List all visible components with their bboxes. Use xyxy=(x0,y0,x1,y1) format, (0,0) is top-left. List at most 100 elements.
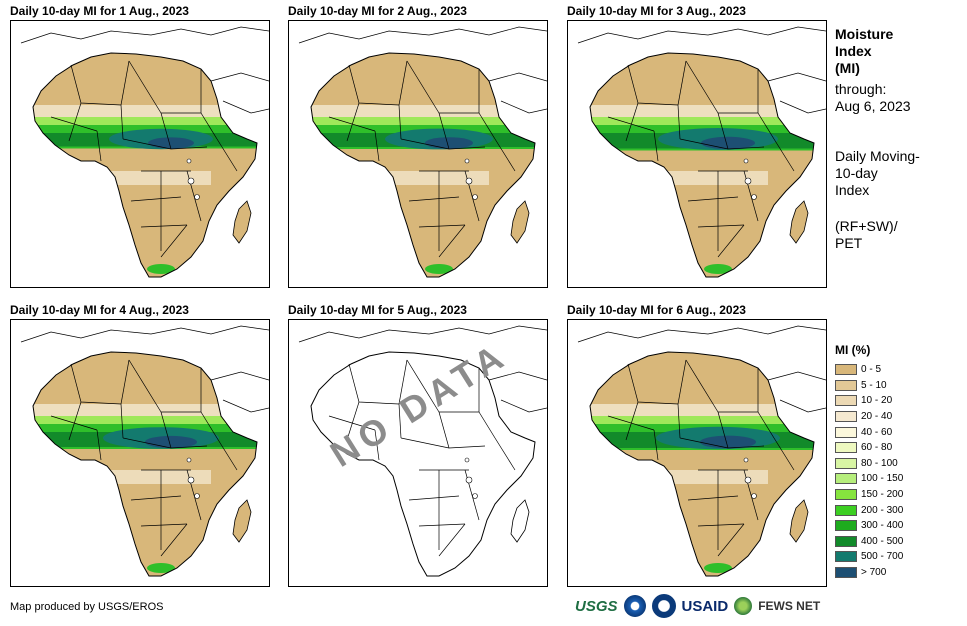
country-border xyxy=(398,403,402,439)
country-border xyxy=(697,523,745,527)
legend-swatch xyxy=(835,489,857,501)
legend-swatch xyxy=(835,567,857,579)
madagascar-island xyxy=(232,200,252,244)
country-border xyxy=(679,138,729,150)
light-green-band xyxy=(590,416,814,426)
country-border xyxy=(128,60,162,114)
country-border xyxy=(374,429,380,461)
light-moisture-band xyxy=(33,404,257,416)
country-border xyxy=(677,403,681,439)
map-panel-aug-2: Daily 10-day MI for 2 Aug., 2023 xyxy=(288,4,548,300)
africa-map xyxy=(567,20,827,288)
legend-item: 20 - 40 xyxy=(835,409,903,425)
legend-swatch xyxy=(835,411,857,423)
country-border xyxy=(160,523,188,557)
south-cape-green xyxy=(147,264,175,274)
country-border xyxy=(653,130,659,162)
middle-east-border xyxy=(767,371,826,413)
africa-map xyxy=(10,20,270,288)
country-border xyxy=(607,116,655,132)
country-border xyxy=(438,224,466,258)
country-border xyxy=(170,146,208,150)
middle-east-border xyxy=(488,72,547,114)
africa-map-svg xyxy=(298,325,547,577)
south-cape-green xyxy=(425,264,453,274)
country-border xyxy=(216,437,238,471)
country-border xyxy=(120,104,124,140)
credit-text: Map produced by USGS/EROS xyxy=(10,601,164,613)
legend-label: 60 - 80 xyxy=(861,442,893,454)
legend-item: 300 - 400 xyxy=(835,518,903,534)
navy-core xyxy=(145,435,197,449)
country-border xyxy=(685,359,719,413)
madagascar-island xyxy=(789,200,809,244)
country-border xyxy=(677,104,681,140)
africa-coastline xyxy=(32,351,258,577)
legend-label: 20 - 40 xyxy=(861,411,893,423)
lake xyxy=(194,493,200,499)
usaid-logo: USAID xyxy=(681,597,729,615)
country-border xyxy=(140,224,188,228)
europe-coastline xyxy=(20,26,269,44)
legend-swatch xyxy=(835,395,857,407)
country-border xyxy=(438,411,450,449)
legend-title: MI (%) xyxy=(835,343,871,357)
map-panel-aug-5: Daily 10-day MI for 5 Aug., 2023 NO DATA xyxy=(288,303,548,599)
africa-map-svg xyxy=(577,26,826,278)
light-moisture-band xyxy=(311,105,535,117)
africa-map-svg xyxy=(298,26,547,278)
legend-item: > 700 xyxy=(835,565,903,581)
index-title-line: (MI) xyxy=(835,60,860,76)
africa-map-svg xyxy=(20,26,269,278)
legend-item: 400 - 500 xyxy=(835,534,903,550)
lake xyxy=(464,457,470,463)
lake xyxy=(465,177,473,185)
middle-east-border xyxy=(210,72,269,114)
formula-line: (RF+SW)/ xyxy=(835,218,898,234)
panel-title: Daily 10-day MI for 1 Aug., 2023 xyxy=(10,4,189,18)
legend-item: 40 - 60 xyxy=(835,424,903,440)
legend-label: > 700 xyxy=(861,567,887,579)
lake xyxy=(743,158,749,164)
legend-item: 200 - 300 xyxy=(835,502,903,518)
lake xyxy=(186,457,192,463)
country-border xyxy=(374,130,380,162)
country-border xyxy=(697,224,745,228)
navy-core xyxy=(700,435,756,449)
legend-item: 500 - 700 xyxy=(835,549,903,565)
country-border xyxy=(438,523,466,557)
country-border xyxy=(687,196,739,202)
middle-east-border xyxy=(210,371,269,413)
country-border xyxy=(398,104,402,140)
country-border xyxy=(128,359,162,413)
middle-east-border xyxy=(488,371,547,413)
legend-item: 60 - 80 xyxy=(835,440,903,456)
country-border xyxy=(717,411,729,449)
legend-label: 10 - 20 xyxy=(861,395,893,407)
country-border xyxy=(400,437,450,449)
usgs-logo: USGS xyxy=(575,597,618,615)
country-border xyxy=(717,112,729,150)
africa-coastline xyxy=(32,52,258,278)
south-cape-green xyxy=(704,264,732,274)
country-border xyxy=(478,112,496,140)
country-border xyxy=(773,437,795,471)
country-border xyxy=(200,112,218,140)
africa-coastline xyxy=(589,351,815,577)
legend-label: 80 - 100 xyxy=(861,457,898,469)
legend-swatch xyxy=(835,364,857,376)
country-border xyxy=(68,401,82,441)
legend-swatch xyxy=(835,379,857,391)
country-border xyxy=(400,138,450,150)
africa-map xyxy=(567,319,827,587)
country-border xyxy=(406,60,440,114)
country-border xyxy=(160,411,172,449)
country-border xyxy=(140,523,188,527)
country-border xyxy=(200,411,218,439)
country-border xyxy=(50,415,98,431)
legend-swatch xyxy=(835,426,857,438)
country-border xyxy=(757,112,775,140)
africa-map-svg xyxy=(577,325,826,577)
legend-item: 80 - 100 xyxy=(835,456,903,472)
map-panel-aug-6: Daily 10-day MI for 6 Aug., 2023 xyxy=(567,303,827,599)
